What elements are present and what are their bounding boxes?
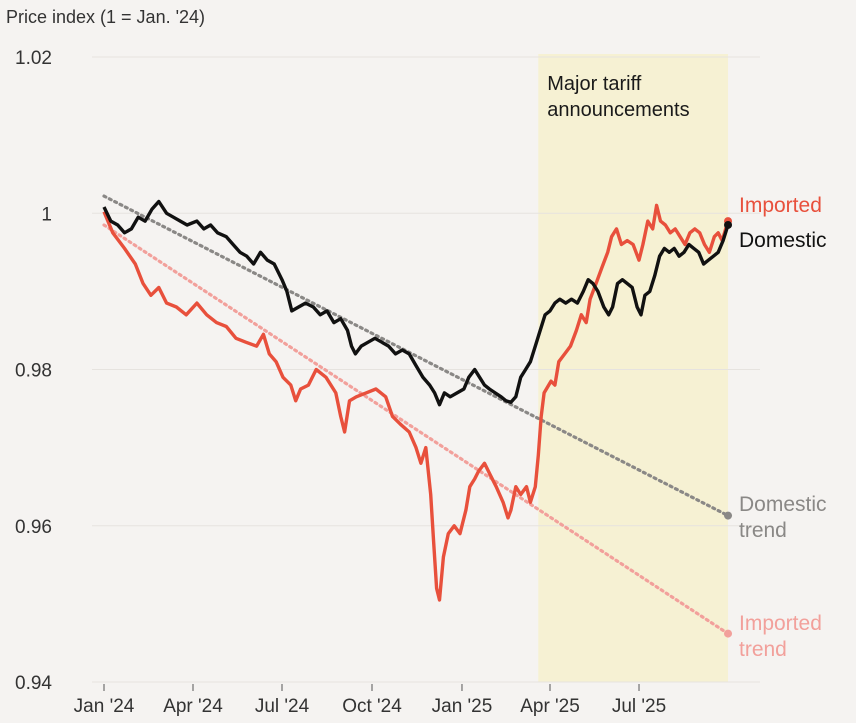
x-tick-label: Oct '24 — [342, 696, 402, 717]
imported-label: Imported — [739, 194, 822, 217]
imported-trend-label-line: trend — [739, 638, 787, 661]
domestic-trend-label-line: Domestic — [739, 493, 827, 516]
imported-line — [102, 203, 730, 602]
y-tick-label: 1 — [41, 204, 52, 225]
x-tick-label: Jul '25 — [612, 696, 666, 717]
imported-trend-label-line: Imported — [739, 612, 822, 635]
y-tick-label: 0.96 — [15, 517, 52, 538]
domestic-trend-label-line: trend — [739, 519, 787, 542]
shaded-region-label-line: announcements — [547, 99, 689, 121]
x-tick-label: Apr '24 — [163, 696, 223, 717]
shaded-region-label-line: Major tariff — [547, 73, 642, 95]
x-tick-label: Apr '25 — [520, 696, 580, 717]
tariff-shaded-region — [538, 54, 729, 682]
domestic-trend-end-dot — [724, 511, 733, 520]
imported-trend-end-dot — [724, 629, 733, 638]
domestic-line — [102, 199, 730, 407]
domestic-label: Domestic — [739, 229, 827, 252]
x-tick-label: Jan '24 — [74, 696, 135, 717]
domestic-end-dot — [724, 220, 733, 229]
y-tick-label: 0.94 — [15, 673, 52, 694]
y-tick-label: 0.98 — [15, 361, 52, 382]
x-tick-label: Jul '24 — [255, 696, 310, 717]
y-axis-label: Price index (1 = Jan. '24) — [6, 7, 205, 27]
y-tick-label: 1.02 — [15, 48, 52, 69]
imported-trend-line — [102, 223, 730, 636]
x-tick-label: Jan '25 — [432, 696, 493, 717]
domestic-trend-line — [102, 194, 730, 518]
